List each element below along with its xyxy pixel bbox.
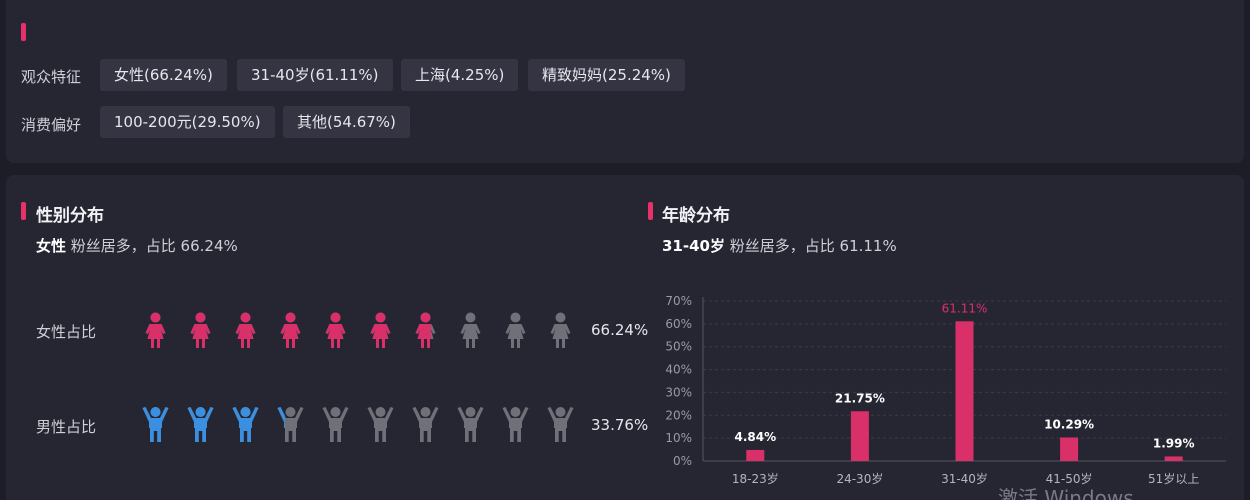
age-bar-value-label: 21.75% <box>835 391 885 405</box>
male-person-icon <box>277 407 304 442</box>
female-person-icon <box>235 312 256 348</box>
audience-label: 观众特征 <box>21 68 82 86</box>
female-person-icon <box>550 312 571 348</box>
y-tick-label: 30% <box>665 385 692 399</box>
x-tick-label: 51岁以上 <box>1148 471 1199 486</box>
y-tick-label: 10% <box>665 431 692 445</box>
age-title: 年龄分布 <box>662 206 730 226</box>
female-person-icon <box>460 312 481 348</box>
age-accent-bar <box>648 202 653 220</box>
gender-title: 性别分布 <box>36 206 104 226</box>
female-person-icon <box>325 312 346 348</box>
male-person-icon <box>187 407 214 442</box>
audience-tag-persona[interactable]: 精致妈妈(25.24%) <box>528 59 685 91</box>
female-person-icon <box>370 312 391 348</box>
windows-activation-watermark: 激活 Windows <box>998 486 1134 500</box>
male-person-icon <box>457 407 484 442</box>
male-person-icon <box>142 407 169 442</box>
female-person-icon <box>505 312 526 348</box>
male-person-icon <box>412 407 439 442</box>
x-tick-label: 24-30岁 <box>836 471 883 486</box>
audience-tag-city[interactable]: 上海(4.25%) <box>401 59 519 91</box>
female-person-icon <box>190 312 211 348</box>
consumption-label: 消费偏好 <box>21 116 82 134</box>
age-bar <box>1060 437 1079 461</box>
age-bar-value-label: 10.29% <box>1044 417 1094 431</box>
female-icon-row <box>133 312 583 350</box>
x-tick-label: 31-40岁 <box>941 471 988 486</box>
y-tick-label: 60% <box>665 317 692 331</box>
gender-subtitle-strong: 女性 <box>36 237 67 255</box>
male-icon-row <box>133 406 583 444</box>
age-bar-value-label: 1.99% <box>1153 436 1195 450</box>
x-tick-label: 18-23岁 <box>732 471 779 486</box>
age-subtitle-strong: 31-40岁 <box>662 237 725 255</box>
age-bar <box>850 411 869 461</box>
female-person-icon <box>145 312 166 348</box>
male-person-icon <box>322 407 349 442</box>
age-bar-chart: 0% 10% 20% 30% 40% 50% 60% 70% 4.84% 18-23岁 21.75%… <box>665 294 1226 486</box>
audience-tag-age[interactable]: 31-40岁(61.11%) <box>237 59 393 91</box>
female-percent: 66.24% <box>591 321 649 339</box>
y-tick-label: 40% <box>665 363 692 377</box>
male-person-icon <box>502 407 529 442</box>
gender-accent-bar <box>21 202 26 220</box>
female-person-icon <box>280 312 301 348</box>
distribution-card: 性别分布 女性 粉丝居多，占比 66.24% 女性占比 66.24% 男性占比 … <box>6 175 1244 500</box>
y-tick-label: 50% <box>665 340 692 354</box>
age-bar-value-label: 4.84% <box>734 430 776 444</box>
male-person-icon <box>367 407 394 442</box>
female-person-icon <box>415 312 436 348</box>
age-bar-value-label: 61.11% <box>942 301 988 315</box>
y-tick-label: 20% <box>665 408 692 422</box>
gender-subtitle: 女性 粉丝居多，占比 66.24% <box>36 235 238 256</box>
age-bar <box>955 321 974 461</box>
male-person-icon <box>232 407 259 442</box>
gender-subtitle-text: 粉丝居多，占比 66.24% <box>66 237 238 255</box>
age-bar <box>746 449 765 461</box>
audience-card: 观众特征 女性(66.24%) 31-40岁(61.11%) 上海(4.25%)… <box>6 0 1244 163</box>
consumption-tag-price[interactable]: 100-200元(29.50%) <box>100 106 275 138</box>
x-tick-label: 41-50岁 <box>1046 471 1093 486</box>
male-person-icon <box>547 407 574 442</box>
female-label: 女性占比 <box>36 323 97 341</box>
accent-bar <box>21 23 26 41</box>
male-percent: 33.76% <box>591 416 649 434</box>
y-tick-label: 70% <box>665 294 692 308</box>
age-subtitle: 31-40岁 粉丝居多，占比 61.11% <box>662 235 897 256</box>
age-subtitle-text: 粉丝居多，占比 61.11% <box>724 237 897 255</box>
audience-tag-gender[interactable]: 女性(66.24%) <box>100 59 227 91</box>
y-tick-label: 0% <box>673 454 692 468</box>
consumption-tag-other[interactable]: 其他(54.67%) <box>283 106 410 138</box>
male-label: 男性占比 <box>36 418 97 436</box>
age-bar <box>1164 456 1183 461</box>
